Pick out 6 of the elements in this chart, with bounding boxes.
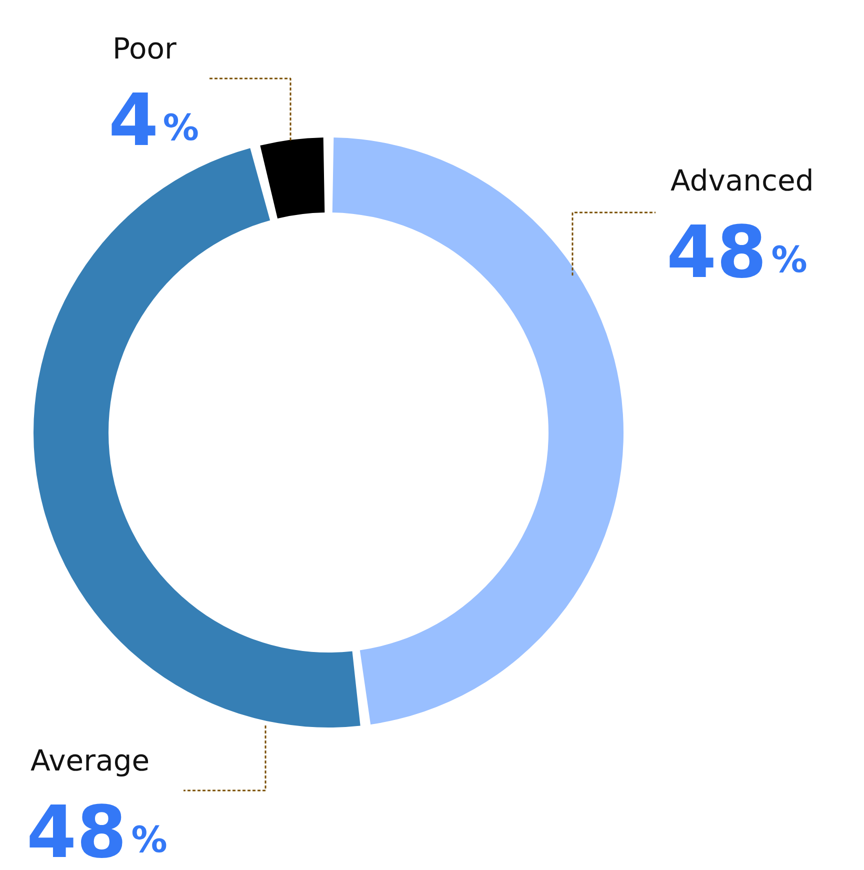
data-label: 4% xyxy=(108,78,199,162)
slice-label: Advanced xyxy=(670,164,814,198)
data-label: 48% xyxy=(26,790,168,870)
data-label: 48% xyxy=(666,210,808,294)
slice-label: Average xyxy=(30,744,150,778)
slice-label: Poor xyxy=(112,32,176,66)
